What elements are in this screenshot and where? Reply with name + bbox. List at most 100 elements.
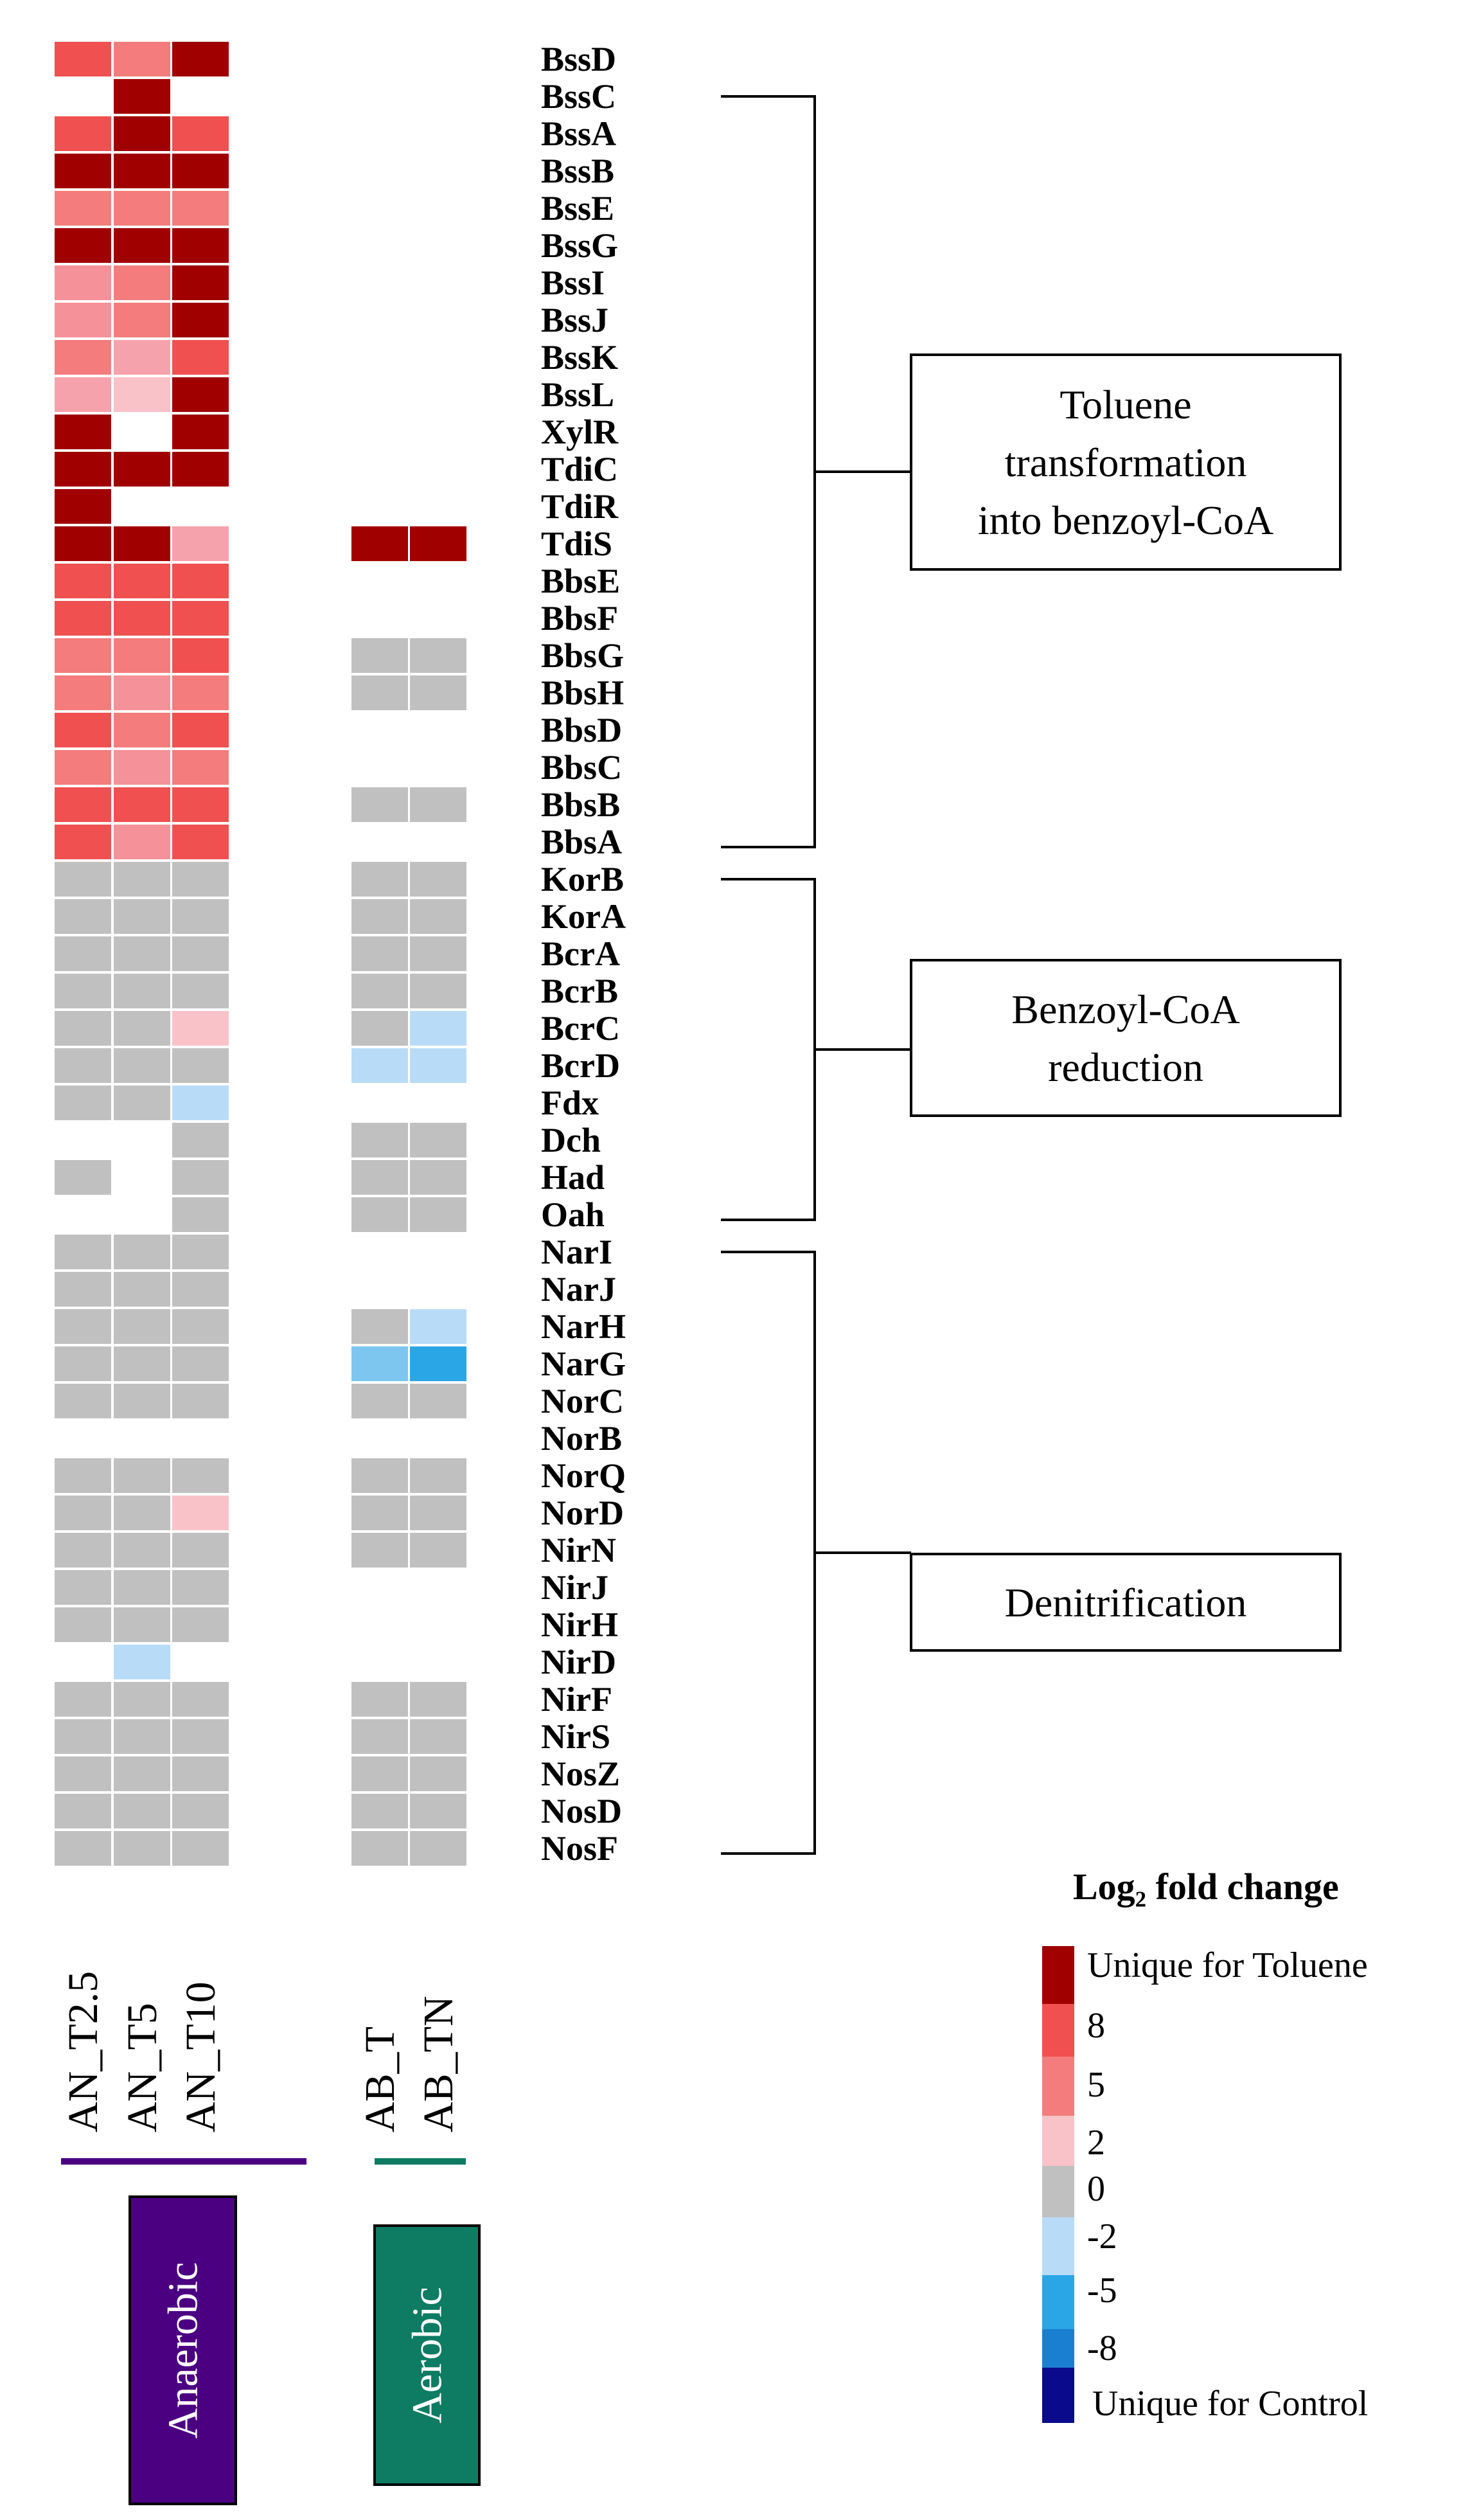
gene-label: NorQ [541,1456,626,1495]
heatmap-cell-bbsf-an-t10 [172,601,229,636]
legend-swatch-minus-8 [1042,2329,1074,2368]
heatmap-cell-bssd-an-t10 [172,42,229,76]
gene-label: BssB [541,152,614,190]
gene-label: Oah [541,1195,605,1234]
heatmap-cell-bbsf-an-t2-5 [55,601,111,636]
heatmap-cell-bbsh-an-t5 [114,675,170,710]
legend-swatch-8 [1042,2004,1074,2057]
heatmap-cell-bbsa-an-t2-5 [55,825,111,859]
heatmap-cell-bcrc-an-t10 [172,1011,229,1046]
heatmap-cell-tdic-an-t2-5 [55,452,111,487]
heatmap-cell-bbsg-an-t2-5 [55,638,111,673]
heatmap-cell-fdx-an-t2-5 [55,1086,111,1120]
gene-label: BbsA [541,823,622,861]
pathway-bracket-3 [721,1251,911,1855]
gene-label: BbsC [541,748,622,787]
heatmap-cell-kora-an-t2-5 [55,899,111,934]
heatmap-cell-bbsc-an-t10 [172,750,229,785]
sample-label-ab-tn: AB_TN [415,1996,462,2132]
heatmap-cell-bcrc-an-t5 [114,1011,170,1046]
heatmap-cell-bbsd-an-t10 [172,713,229,747]
heatmap-cell-bbsb-an-t2-5 [55,787,111,822]
heatmap-cell-nord-ab-t [351,1496,408,1530]
heatmap-cell-bssb-an-t2-5 [55,154,111,188]
heatmap-cell-bcrd-ab-t [351,1048,408,1083]
heatmap-cell-bssj-an-t2-5 [55,303,111,337]
heatmap-cell-bssc-an-t5 [114,79,170,114]
heatmap-cell-norc-an-t10 [172,1384,229,1418]
heatmap-cell-kora-ab-t [351,899,408,934]
heatmap-cell-nosz-an-t10 [172,1756,229,1791]
legend-swatch-5 [1042,2057,1074,2116]
pathway-label: transformation [1005,440,1247,485]
heatmap-cell-kora-ab-tn [410,899,466,934]
heatmap-cell-bssb-an-t5 [114,154,170,188]
pathway-label: into benzoyl-CoA [978,497,1273,543]
legend-tick: -8 [1087,2328,1117,2368]
heatmap-cell-dch-an-t10 [172,1123,229,1157]
heatmap-cell-narg-ab-tn [410,1346,466,1381]
heatmap-cell-kora-an-t5 [114,899,170,934]
heatmap-cell-nosz-ab-t [351,1756,408,1791]
heatmap-cell-narg-an-t5 [114,1346,170,1381]
heatmap-cell-bcrb-an-t5 [114,974,170,1008]
heatmap-cell-bbsg-an-t10 [172,638,229,673]
heatmap-cell-bcrd-ab-tn [410,1048,466,1083]
heatmap-cell-nari-an-t2-5 [55,1235,111,1269]
heatmap-cell-tdis-an-t5 [114,526,170,561]
heatmap-cell-nari-an-t5 [114,1235,170,1269]
heatmap-cell-bssi-an-t5 [114,265,170,300]
gene-label: Had [541,1158,605,1197]
heatmap-cell-bcrb-ab-tn [410,974,466,1008]
heatmap-cell-nirs-ab-t [351,1719,408,1754]
heatmap-cell-tdis-ab-t [351,526,408,561]
gene-label: BssJ [541,301,608,339]
heatmap-cell-tdic-an-t5 [114,452,170,487]
heatmap-cell-nirj-an-t2-5 [55,1570,111,1605]
gene-label: BssA [541,114,616,153]
heatmap-cell-bssg-an-t5 [114,228,170,263]
sample-label-ab-t: AB_T [357,2026,403,2132]
legend-tick: 0 [1087,2169,1105,2209]
heatmap-cell-nosz-an-t2-5 [55,1756,111,1791]
heatmap-cell-oah-an-t10 [172,1197,229,1232]
group-labels: Anaerobic Aerobic [61,2158,481,2505]
gene-label: BcrD [541,1046,620,1085]
heatmap-cell-nord-ab-tn [410,1496,466,1530]
heatmap-cell-nirn-an-t2-5 [55,1533,111,1568]
heatmap-cell-nirh-an-t5 [114,1607,170,1642]
gene-label: BssE [541,189,614,228]
heatmap-cell-narg-an-t2-5 [55,1346,111,1381]
heatmap-cells [55,42,466,1866]
heatmap-cell-bcrc-an-t2-5 [55,1011,111,1046]
heatmap-cell-had-ab-t [351,1160,408,1195]
gene-label: NarI [541,1233,612,1271]
heatmap-cell-bcrc-ab-tn [410,1011,466,1046]
heatmap-cell-bbsd-an-t5 [114,713,170,747]
legend-unique-control: Unique for Control [1092,2384,1368,2424]
heatmap-cell-tdir-an-t2-5 [55,489,111,524]
heatmap-cell-bsse-an-t5 [114,191,170,226]
heatmap-cell-bssk-an-t10 [172,340,229,375]
legend-swatch-minus-2 [1042,2217,1074,2275]
gene-label: BbsF [541,599,618,638]
legend-swatch-minus-5 [1042,2275,1074,2329]
heatmap-cell-had-an-t2-5 [55,1160,111,1195]
pathway-label: Denitrification [1005,1580,1247,1625]
heatmap-cell-bbsg-ab-tn [410,638,466,673]
group-box-aerobic [373,2224,481,2486]
heatmap-cell-bssl-an-t10 [172,377,229,412]
legend-tick: -5 [1087,2271,1117,2310]
pathway-bracket-2 [721,878,911,1221]
heatmap-cell-bcra-ab-tn [410,936,466,971]
heatmap-cell-tdis-ab-tn [410,526,466,561]
pathway-label: Benzoyl-CoA [1011,987,1240,1032]
heatmap-cell-bcra-an-t2-5 [55,936,111,971]
pathway-label: Toluene [1060,382,1191,427]
heatmap-cell-korb-ab-tn [410,862,466,897]
heatmap-cell-nirf-an-t5 [114,1682,170,1717]
heatmap-cell-nosz-ab-tn [410,1756,466,1791]
heatmap-cell-bbsb-ab-t [351,787,408,822]
gene-label: NorB [541,1419,622,1458]
heatmap-cell-norc-ab-t [351,1384,408,1418]
